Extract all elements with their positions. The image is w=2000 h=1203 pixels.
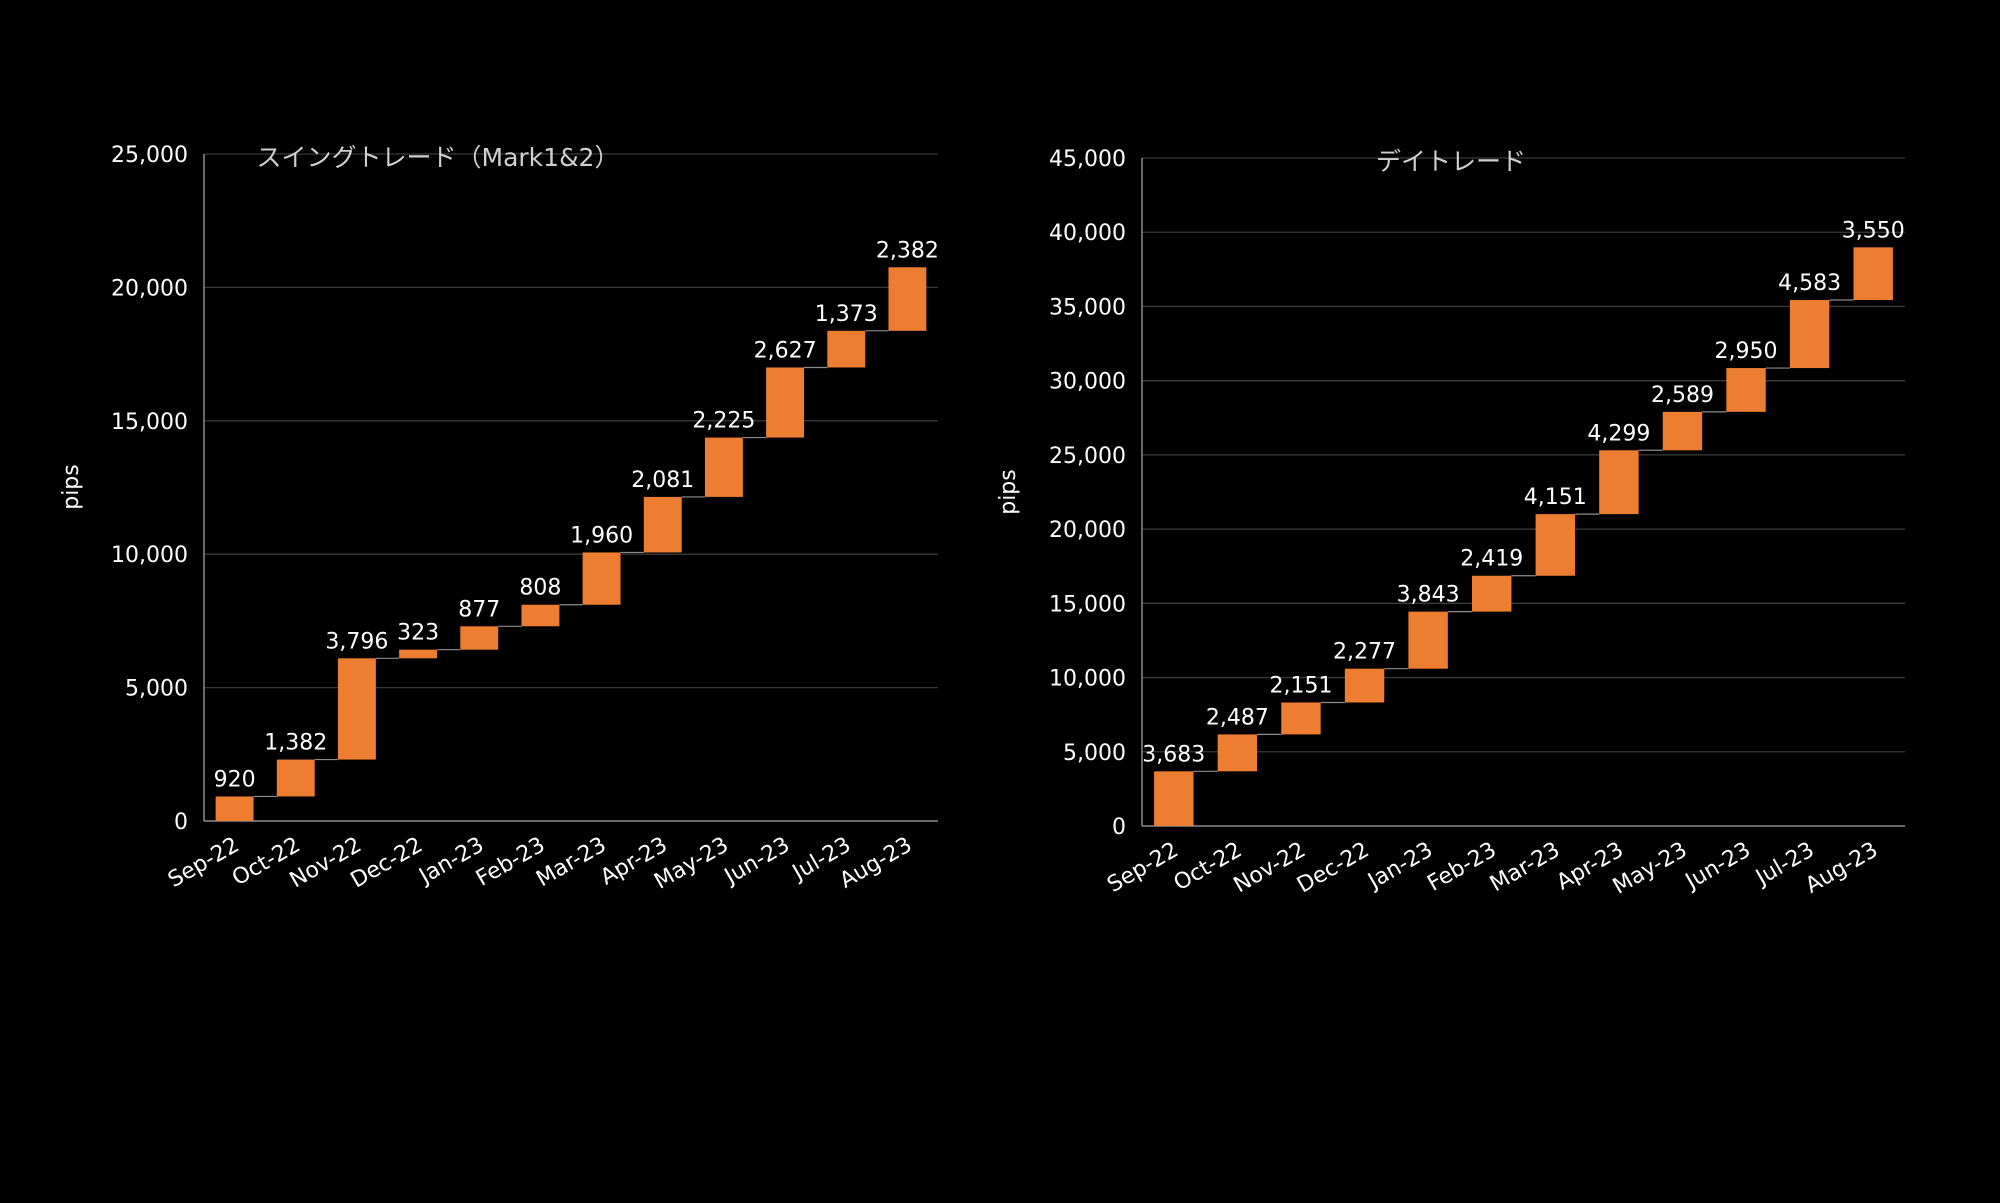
data-label: 2,487 xyxy=(1206,705,1269,730)
x-tick-label: Jun-23 xyxy=(719,833,794,891)
bar-May-23 xyxy=(1662,411,1703,451)
y-axis-title: pips xyxy=(59,464,84,510)
data-label: 2,151 xyxy=(1269,673,1332,698)
y-tick-label: 30,000 xyxy=(1049,370,1126,395)
data-label: 3,683 xyxy=(1142,742,1205,767)
x-tick-label: Feb-23 xyxy=(1423,838,1500,897)
data-label: 2,382 xyxy=(876,238,939,263)
bar-Feb-23 xyxy=(521,604,560,627)
x-tick-label: Aug-23 xyxy=(1801,838,1882,899)
bar-Jul-23 xyxy=(827,330,866,368)
data-label: 920 xyxy=(214,767,256,792)
bar-Dec-22 xyxy=(1344,668,1385,703)
x-tick-label: Sep-22 xyxy=(164,833,244,893)
chart-title: デイトレード xyxy=(1376,147,1526,176)
y-tick-label: 45,000 xyxy=(1049,147,1126,172)
y-tick-label: 35,000 xyxy=(1049,295,1126,320)
bar-Dec-22 xyxy=(399,649,438,659)
x-tick-label: Mar-23 xyxy=(1486,838,1564,898)
x-tick-label: Dec-22 xyxy=(1293,838,1373,899)
x-tick-label: Nov-22 xyxy=(1230,838,1310,899)
x-tick-label: Sep-22 xyxy=(1103,838,1183,898)
x-tick-label: Jan-23 xyxy=(414,833,489,891)
bar-Jun-23 xyxy=(1726,368,1766,412)
bar-Aug-23 xyxy=(1853,247,1893,301)
bar-Sep-22 xyxy=(215,796,254,821)
bar-Nov-22 xyxy=(337,658,376,760)
y-tick-label: 5,000 xyxy=(125,677,188,702)
data-label: 323 xyxy=(397,621,439,646)
data-label: 4,583 xyxy=(1778,271,1841,296)
x-tick-label: Jun-23 xyxy=(1680,838,1755,896)
bar-Aug-23 xyxy=(888,267,927,331)
y-tick-label: 10,000 xyxy=(111,543,188,568)
data-label: 2,419 xyxy=(1460,547,1523,572)
data-label: 2,081 xyxy=(631,468,694,493)
y-tick-label: 25,000 xyxy=(1049,444,1126,469)
bar-Jan-23 xyxy=(460,626,499,650)
y-tick-label: 15,000 xyxy=(1049,592,1126,617)
x-tick-label: May-23 xyxy=(1609,838,1692,900)
bar-Feb-23 xyxy=(1471,575,1512,612)
bar-Oct-22 xyxy=(276,759,315,797)
data-label: 877 xyxy=(458,597,500,622)
data-label: 2,589 xyxy=(1651,383,1714,408)
y-tick-label: 20,000 xyxy=(1049,518,1126,543)
bar-Mar-23 xyxy=(582,552,621,605)
data-label: 3,550 xyxy=(1842,218,1905,243)
data-label: 2,627 xyxy=(754,338,817,363)
x-tick-label: Mar-23 xyxy=(532,833,610,893)
y-tick-label: 10,000 xyxy=(1049,667,1126,692)
y-tick-label: 40,000 xyxy=(1049,221,1126,246)
data-label: 808 xyxy=(519,576,561,601)
x-tick-label: Jan-23 xyxy=(1362,838,1437,896)
chart-day-trade: 0 5,000 10,000 15,000 20,000 25,000 30,000 35,0… xyxy=(996,147,1905,900)
data-label: 1,373 xyxy=(815,302,878,327)
data-label: 2,225 xyxy=(692,409,755,434)
data-label: 4,299 xyxy=(1587,421,1650,446)
chart-swing-trade: 0 5,000 10,000 15,000 20,000 25,000 pips スイングトレ… xyxy=(59,143,939,895)
bar-Jul-23 xyxy=(1789,300,1830,369)
data-label: 3,843 xyxy=(1397,583,1460,608)
bar-Mar-23 xyxy=(1535,514,1576,576)
bar-Jun-23 xyxy=(766,367,805,438)
data-label: 2,277 xyxy=(1333,640,1396,665)
bar-Apr-23 xyxy=(1599,450,1639,515)
x-tick-label: Feb-23 xyxy=(472,833,549,892)
bar-Oct-22 xyxy=(1217,734,1258,772)
y-tick-label: 0 xyxy=(1112,815,1126,840)
y-tick-label: 15,000 xyxy=(111,410,188,435)
data-label: 3,796 xyxy=(325,629,388,654)
bar-Apr-23 xyxy=(643,496,682,553)
data-label: 1,960 xyxy=(570,523,633,548)
data-label: 2,950 xyxy=(1715,339,1778,364)
bar-May-23 xyxy=(704,437,743,497)
y-tick-label: 25,000 xyxy=(111,143,188,168)
data-label: 1,382 xyxy=(264,731,327,756)
y-axis-title: pips xyxy=(996,469,1021,515)
data-label: 4,151 xyxy=(1524,485,1587,510)
bar-Sep-22 xyxy=(1154,771,1194,826)
y-tick-label: 0 xyxy=(174,810,188,835)
bar-Nov-22 xyxy=(1281,702,1321,735)
y-tick-label: 5,000 xyxy=(1063,741,1126,766)
y-tick-label: 20,000 xyxy=(111,276,188,301)
bar-Jan-23 xyxy=(1408,611,1448,669)
chart-title: スイングトレード（Mark1&2） xyxy=(257,143,620,172)
